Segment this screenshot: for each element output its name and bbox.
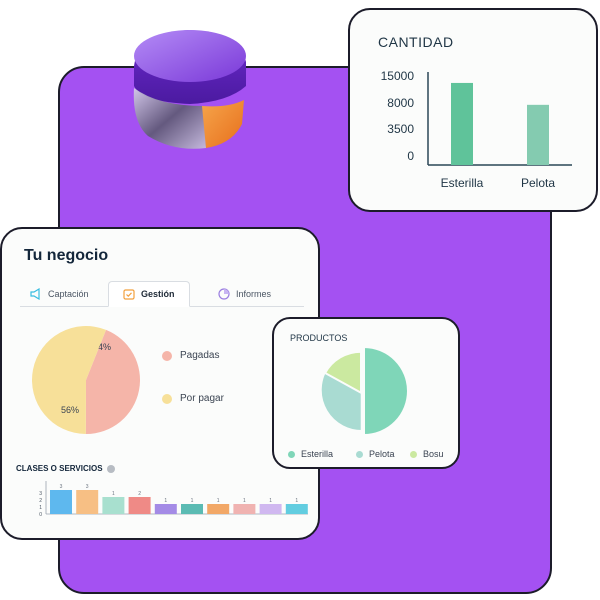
tab-gestion-label: Gestión	[141, 289, 175, 299]
classes-bar-value: 1	[191, 498, 194, 504]
classes-bar-value: 1	[164, 498, 167, 504]
classes-y-tick: 3	[39, 491, 42, 497]
classes-bar	[102, 497, 125, 514]
megaphone-icon	[30, 288, 40, 300]
legend-dot-pagadas	[162, 350, 172, 361]
tab-gestion[interactable]: Gestión	[108, 281, 190, 307]
classes-y-tick: 1	[39, 505, 42, 511]
products-pie-slice	[323, 350, 363, 395]
pie-chart-icon	[218, 288, 230, 300]
products-chart-card: PRODUCTOS Esterilla Pelota Bosu	[272, 317, 460, 469]
classes-bar-value: 1	[243, 498, 246, 504]
classes-bar	[259, 504, 282, 514]
classes-chart-title: CLASES O SERVICIOS	[16, 464, 115, 473]
calendar-check-icon	[123, 289, 135, 300]
legend-pelota-label: Pelota	[369, 449, 395, 459]
tab-informes[interactable]: Informes	[218, 281, 271, 307]
classes-bar	[128, 497, 151, 514]
classes-y-tick: 0	[39, 512, 42, 518]
classes-bar-value: 3	[60, 484, 63, 490]
legend-bosu-label: Bosu	[423, 449, 444, 459]
products-pie-chart	[319, 345, 409, 437]
business-title: Tu negocio	[24, 247, 109, 264]
x-tick-label: Pelota	[521, 176, 555, 190]
pie-data-label: 56%	[61, 405, 79, 415]
legend-por-pagar: Por pagar	[162, 393, 224, 404]
legend-esterilla: Esterilla	[288, 449, 333, 459]
classes-bar	[181, 504, 203, 514]
legend-pagadas: Pagadas	[162, 350, 219, 361]
legend-por-pagar-label: Por pagar	[180, 393, 224, 404]
pie-data-label: 44%	[93, 342, 111, 352]
quantity-chart-card: CANTIDAD 15000 8000 3500 0 Esterilla Pelota	[348, 8, 598, 212]
3d-pie-logo-icon	[133, 30, 246, 149]
products-pie-slice	[363, 345, 409, 437]
classes-bar-value: 2	[138, 491, 141, 497]
info-icon[interactable]	[106, 464, 115, 473]
products-chart-title: PRODUCTOS	[290, 333, 348, 343]
business-card: Tu negocio Captación Gestión Informes 44…	[0, 227, 320, 540]
classes-bar-value: 1	[269, 498, 272, 504]
classes-y-tick: 2	[39, 498, 42, 504]
legend-dot-esterilla	[288, 450, 295, 458]
payments-pie-slice	[32, 326, 107, 434]
classes-bar	[76, 490, 99, 514]
classes-bar	[207, 504, 230, 514]
classes-bar	[285, 504, 308, 514]
classes-bar-value: 1	[295, 498, 298, 504]
quantity-bar	[451, 82, 473, 165]
quantity-bar	[527, 104, 549, 165]
legend-bosu: Bosu	[410, 449, 444, 459]
tab-informes-label: Informes	[236, 289, 272, 299]
classes-bar-value: 3	[86, 484, 89, 490]
legend-pelota: Pelota	[356, 449, 395, 459]
classes-bar-value: 1	[112, 491, 115, 497]
legend-pagadas-label: Pagadas	[180, 350, 220, 361]
y-tick-label: 15000	[381, 69, 415, 83]
legend-dot-bosu	[410, 450, 417, 458]
y-tick-label: 8000	[387, 96, 414, 110]
classes-bar-value: 1	[217, 498, 220, 504]
quantity-bar-chart: 15000 8000 3500 0 Esterilla Pelota	[381, 69, 572, 190]
classes-bar	[154, 504, 177, 514]
quantity-chart-title: CANTIDAD	[378, 34, 454, 50]
payments-pie-slice	[85, 329, 141, 434]
legend-esterilla-label: Esterilla	[301, 449, 334, 459]
classes-bar	[50, 490, 72, 514]
business-tabs: Captación Gestión Informes	[20, 281, 304, 307]
legend-dot-por-pagar	[162, 393, 172, 404]
y-tick-label: 0	[407, 149, 414, 163]
y-tick-label: 3500	[387, 122, 414, 136]
x-tick-label: Esterilla	[441, 176, 484, 190]
classes-chart-title-text: CLASES O SERVICIOS	[16, 464, 103, 473]
tab-captacion[interactable]: Captación	[30, 281, 89, 307]
tab-captacion-label: Captación	[48, 289, 89, 299]
legend-dot-pelota	[356, 450, 363, 458]
classes-bar	[233, 504, 256, 514]
